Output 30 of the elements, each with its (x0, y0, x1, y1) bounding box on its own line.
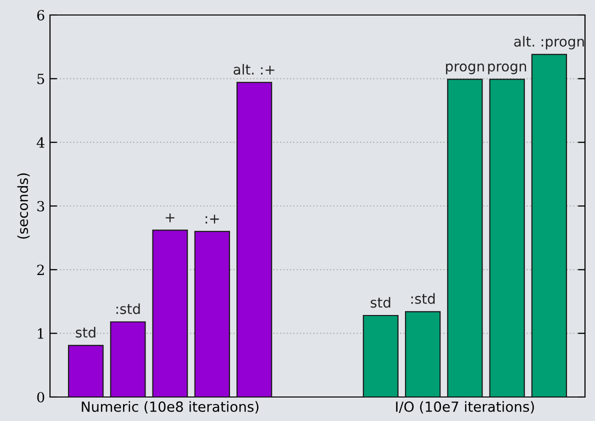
y-tick-label: 6 (37, 10, 44, 20)
bar (194, 230, 230, 397)
y-tick-label: 1 (38, 328, 44, 339)
y-tick-label: 3 (37, 200, 44, 212)
x-tick-label: alt. :+ (234, 64, 274, 75)
x-tick-label: :std (411, 293, 435, 304)
bar (447, 78, 483, 397)
x-tick-label: :std (116, 303, 140, 314)
x-tick-label: :+ (206, 214, 219, 224)
y-tick-label: 4 (36, 137, 44, 148)
bar (531, 54, 568, 397)
bar (362, 314, 399, 397)
x-tick-label: alt. :progn (514, 36, 584, 50)
y-tick-label: 5 (37, 74, 44, 84)
y-tick-label: 2 (37, 264, 44, 275)
bar (152, 230, 188, 397)
text: Numeric (10e8 iterations) (82, 401, 258, 414)
bar (68, 344, 104, 397)
y-axis-title: (seconds) (17, 173, 30, 239)
x-tick-label: progn (446, 64, 484, 74)
bar (236, 82, 272, 397)
x-tick-label: progn (488, 64, 526, 74)
text: I/O (10e7 iterations) (396, 401, 534, 414)
bar (110, 321, 146, 397)
y-tick-label: 0 (37, 392, 44, 402)
bar (404, 311, 441, 397)
bar (489, 78, 525, 397)
x-tick-label: std (370, 296, 390, 308)
x-tick-label: + (166, 214, 174, 222)
x-tick-label: std (76, 326, 96, 338)
